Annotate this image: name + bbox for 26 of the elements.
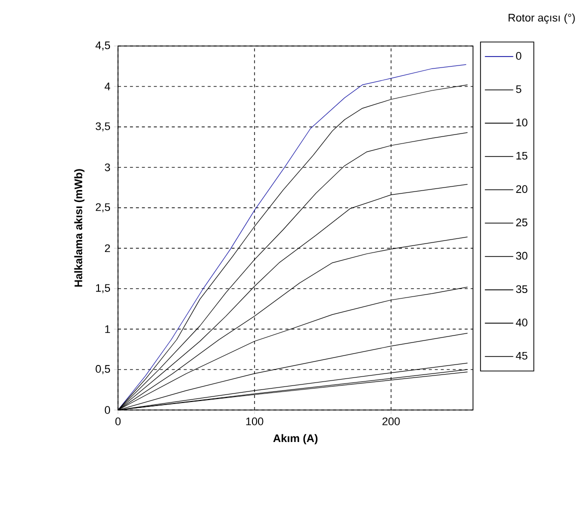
legend-label: 25 [516, 218, 528, 226]
x-tick-label: 100 [246, 418, 264, 426]
legend-label: 40 [516, 318, 528, 326]
legend-label: 20 [516, 185, 528, 193]
legend-label: 10 [516, 118, 528, 126]
y-tick-label: 0,5 [96, 365, 110, 374]
y-tick-label: 4 [104, 82, 110, 90]
y-tick-label: 2 [104, 244, 110, 252]
y-tick-label: 1,5 [96, 284, 110, 294]
legend-title: Rotor açısı (°) [508, 14, 575, 24]
y-axis-title: Halkalama akısı (mWb) [74, 169, 84, 287]
y-tick-label: 2,5 [96, 203, 110, 212]
x-tick-label: 0 [115, 418, 121, 426]
legend-label: 5 [516, 85, 522, 93]
legend-label: 30 [516, 252, 528, 260]
legend-label: 15 [516, 152, 528, 160]
x-tick-label: 200 [382, 418, 400, 426]
legend-label: 45 [516, 352, 528, 360]
legend-label: 0 [516, 52, 522, 60]
y-tick-label: 1 [105, 325, 110, 333]
y-tick-label: 4,5 [96, 42, 110, 50]
y-tick-label: 3,5 [96, 122, 110, 132]
y-tick-label: 0 [104, 406, 110, 414]
y-tick-label: 3 [104, 163, 110, 172]
legend-label: 35 [516, 285, 528, 294]
x-axis-title: Akım (A) [273, 434, 318, 444]
